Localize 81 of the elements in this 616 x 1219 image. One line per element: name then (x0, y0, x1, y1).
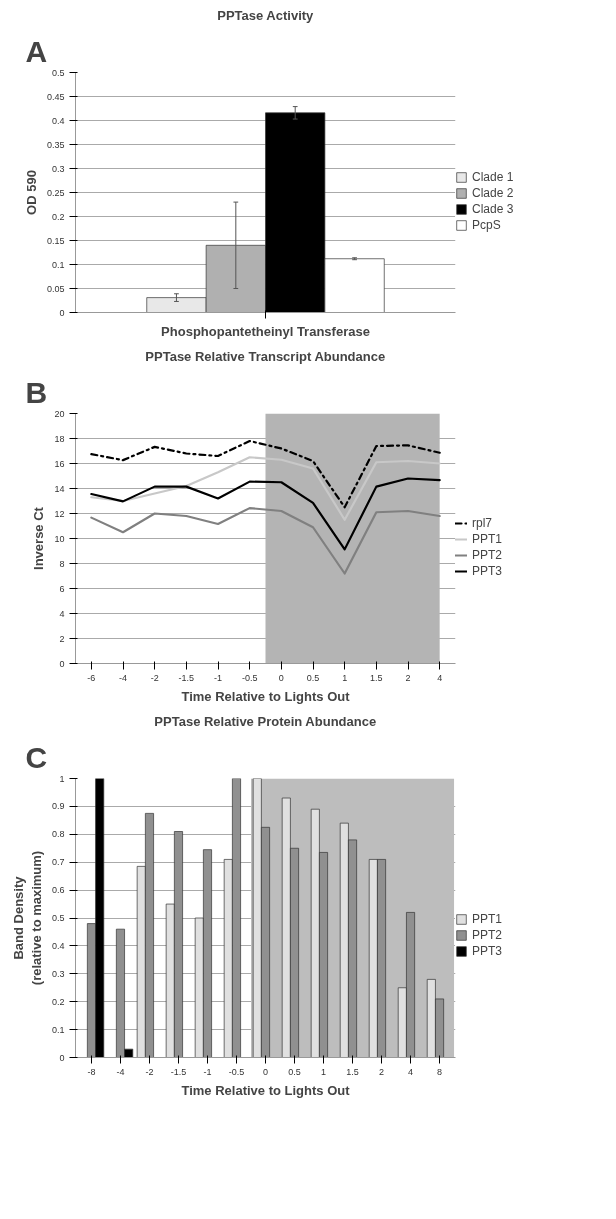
x-tick-label: 0 (263, 1066, 269, 1077)
y-tick-label: 0.9 (51, 801, 65, 812)
y-tick-label: 0.8 (51, 829, 65, 840)
text: A (25, 34, 48, 68)
y-tick-label: 0.05 (46, 283, 65, 294)
x-tick-label: 1.5 (346, 1066, 359, 1077)
x-tick-label: -8 (87, 1066, 96, 1077)
x-tick-label: -0.5 (241, 672, 258, 683)
y-tick-label: 0.7 (51, 857, 65, 868)
y-tick-label: 0 (59, 307, 65, 318)
y-tick-label: 0.1 (51, 259, 65, 270)
y-axis-title: Band Density (relative to maximum) (10, 850, 44, 986)
y-tick-label: 2 (59, 633, 65, 644)
y-tick-label: 0.5 (51, 913, 65, 923)
legend-label: rpl7 (472, 516, 493, 530)
x-tick-label: -4 (116, 1066, 125, 1077)
x-tick-label: 0.5 (306, 672, 320, 683)
y-tick-label: 0.25 (46, 187, 65, 198)
x-tick-label: 0 (278, 672, 284, 683)
y-tick-label: 0.4 (51, 940, 65, 951)
x-tick-label: -1.5 (170, 1066, 187, 1077)
x-tick-label: -1.5 (178, 672, 195, 683)
x-tick-label: 2 (405, 672, 411, 683)
x-tick-label: 4 (408, 1066, 414, 1077)
chart-title: PPTase Activity (217, 7, 315, 23)
legend-label: Clade 3 (472, 202, 514, 216)
y-tick-label: 0.5 (51, 67, 65, 78)
y-tick-label: 18 (54, 433, 65, 444)
x-axis-title: Phosphopantetheinyl Transferase (161, 323, 370, 339)
legend-label: PPT1 (472, 912, 503, 926)
x-tick-label: -6 (87, 672, 96, 683)
y-tick-label: 20 (54, 408, 65, 419)
x-tick-label: 1.5 (370, 672, 383, 683)
x-tick-label: -0.5 (228, 1066, 245, 1077)
y-axis-title: Inverse Ct (31, 506, 47, 570)
chart-title: PPTase Relative Protein Abundance (154, 713, 377, 729)
x-axis-title: Time Relative to Lights Out (181, 688, 351, 704)
y-tick-label: 14 (54, 483, 65, 494)
x-tick-label: 1 (321, 1066, 327, 1077)
x-tick-label: -2 (145, 1066, 154, 1077)
legend-label: Clade 1 (472, 170, 514, 184)
y-tick-label: 6 (59, 583, 65, 594)
x-tick-label: -1 (203, 1066, 212, 1077)
y-tick-label: 0.2 (51, 996, 65, 1007)
y-tick-label: 16 (54, 458, 65, 469)
legend-label: PPT3 (472, 944, 503, 958)
y-tick-label: 8 (59, 558, 65, 569)
y-tick-label: 0 (59, 658, 65, 669)
y-tick-label: 10 (54, 533, 65, 544)
chart-title: PPTase Relative Transcript Abundance (145, 348, 386, 364)
y-axis-title: OD 590 (23, 170, 39, 215)
x-tick-label: -2 (150, 672, 159, 683)
y-tick-label: 0.2 (51, 211, 65, 222)
x-tick-label: 4 (437, 672, 443, 683)
x-tick-label: -4 (119, 672, 128, 683)
y-tick-label: 12 (54, 508, 65, 519)
legend-label: PPT2 (472, 928, 503, 942)
y-tick-label: 4 (59, 608, 65, 619)
y-tick-label: 0.45 (46, 91, 65, 102)
legend-label: PPT3 (472, 564, 503, 578)
y-tick-label: 0 (59, 1052, 65, 1063)
y-tick-label: 0.4 (51, 115, 65, 126)
y-tick-label: 0.3 (51, 163, 65, 174)
legend-label: PPT1 (472, 532, 503, 546)
x-tick-label: 2 (379, 1066, 385, 1077)
text: B (25, 375, 48, 409)
legend-label: PcpS (472, 218, 501, 232)
y-tick-label: 0.6 (51, 885, 65, 896)
y-tick-label: 1 (59, 773, 65, 784)
x-tick-label: 1 (342, 672, 348, 683)
x-tick-label: -1 (214, 672, 223, 683)
y-tick-label: 0.15 (46, 235, 65, 246)
y-tick-label: 0.35 (46, 139, 65, 150)
text: C (25, 740, 48, 774)
x-tick-label: 8 (437, 1066, 443, 1077)
y-tick-label: 0.1 (51, 1024, 65, 1035)
legend-label: Clade 2 (472, 186, 514, 200)
x-tick-label: 0.5 (288, 1066, 301, 1077)
legend-label: PPT2 (472, 548, 503, 562)
x-axis-title: Time Relative to Lights Out (181, 1082, 351, 1098)
y-tick-label: 0.3 (51, 968, 65, 979)
